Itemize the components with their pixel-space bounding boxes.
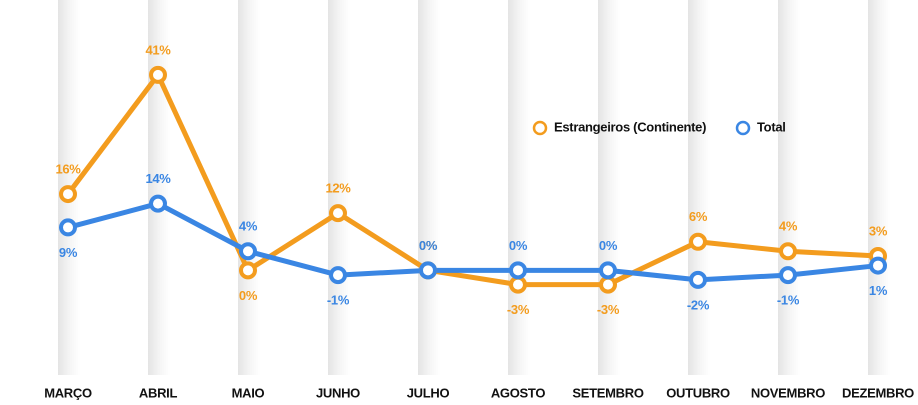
value-label: 1% — [869, 283, 888, 298]
column-stripe — [868, 0, 890, 375]
x-tick-label: NOVEMBRO — [751, 385, 825, 400]
value-label: -3% — [597, 302, 620, 317]
point — [689, 232, 707, 251]
value-label: 3% — [869, 223, 888, 238]
value-label: 0% — [509, 238, 528, 253]
value-label: 4% — [779, 219, 798, 234]
legend-marker — [532, 120, 548, 136]
x-tick-label: JUNHO — [316, 385, 360, 400]
column-stripe — [238, 0, 260, 375]
x-tick-label: MAIO — [232, 385, 265, 400]
point — [329, 266, 347, 285]
series-line — [67, 201, 879, 283]
legend-marker — [735, 120, 751, 136]
point — [779, 266, 797, 285]
series-line — [66, 72, 879, 288]
x-tick-label: SETEMBRO — [572, 385, 643, 400]
point — [599, 275, 617, 294]
point — [329, 204, 347, 223]
value-label: 6% — [689, 209, 708, 224]
value-label: 4% — [239, 219, 258, 234]
column-stripe — [688, 0, 710, 375]
point — [509, 275, 527, 294]
value-label: 14% — [145, 171, 171, 186]
point — [59, 185, 77, 204]
value-label: -1% — [327, 293, 350, 308]
value-label: -2% — [687, 297, 710, 312]
point — [779, 242, 797, 261]
column-stripe — [598, 0, 620, 375]
point — [149, 65, 167, 84]
point — [869, 256, 887, 275]
value-label: 16% — [55, 162, 81, 177]
value-label: 12% — [325, 181, 351, 196]
stripes — [58, 0, 890, 375]
point — [239, 242, 257, 261]
point — [599, 261, 617, 280]
value-label: -1% — [777, 293, 800, 308]
point — [59, 218, 77, 237]
value-label: 0% — [239, 288, 258, 303]
value-label: 41% — [145, 42, 171, 57]
x-tick-label: DEZEMBRO — [842, 385, 914, 400]
legend-label: Estrangeiros (Continente) — [554, 119, 706, 134]
x-tick-label: MARÇO — [44, 385, 92, 400]
point — [419, 261, 437, 280]
x-tick-label: ABRIL — [139, 385, 178, 400]
value-label: 9% — [59, 245, 78, 260]
column-stripe — [778, 0, 800, 375]
value-label: 0% — [419, 238, 438, 253]
point — [239, 261, 257, 280]
value-label: 0% — [599, 238, 618, 253]
value-label: -3% — [507, 302, 530, 317]
point — [689, 270, 707, 289]
column-stripe — [508, 0, 530, 375]
value-label: 0% — [419, 238, 438, 253]
column-stripe — [418, 0, 440, 375]
x-tick-label: JULHO — [407, 385, 450, 400]
x-tick-label: AGOSTO — [491, 385, 545, 400]
x-tick-label: OUTUBRO — [666, 385, 730, 400]
point — [509, 261, 527, 280]
point — [149, 194, 167, 213]
legend-label: Total — [757, 119, 786, 134]
